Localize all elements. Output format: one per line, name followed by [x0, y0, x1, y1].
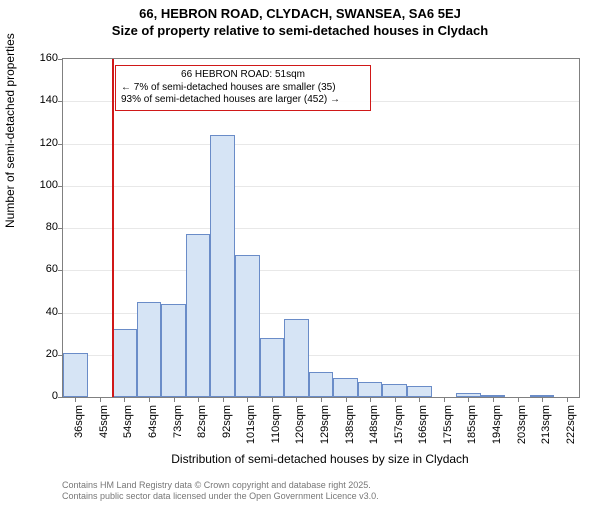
y-tick-label: 120: [18, 137, 58, 149]
x-tick-mark: [468, 397, 469, 402]
x-tick-mark: [223, 397, 224, 402]
x-tick-label: 222sqm: [565, 405, 577, 444]
x-tick-mark: [247, 397, 248, 402]
y-tick-label: 160: [18, 52, 58, 64]
title-line-1: 66, HEBRON ROAD, CLYDACH, SWANSEA, SA6 5…: [0, 6, 600, 21]
x-tick-label: 129sqm: [319, 405, 331, 444]
gridline: [63, 144, 579, 145]
x-tick-label: 203sqm: [516, 405, 528, 444]
histogram-bar: [309, 372, 334, 397]
x-tick-mark: [419, 397, 420, 402]
x-tick-label: 175sqm: [442, 405, 454, 444]
x-tick-mark: [296, 397, 297, 402]
y-tick-label: 100: [18, 179, 58, 191]
histogram-bar: [112, 329, 137, 397]
x-tick-mark: [149, 397, 150, 402]
x-tick-label: 185sqm: [466, 405, 478, 444]
x-tick-label: 157sqm: [393, 405, 405, 444]
x-tick-label: 166sqm: [417, 405, 429, 444]
y-tick-mark: [58, 144, 63, 145]
x-tick-label: 120sqm: [294, 405, 306, 444]
histogram-bar: [333, 378, 358, 397]
y-tick-mark: [58, 186, 63, 187]
histogram-bar: [63, 353, 88, 397]
x-tick-mark: [124, 397, 125, 402]
gridline: [63, 270, 579, 271]
reference-line: [112, 59, 114, 397]
y-tick-mark: [58, 270, 63, 271]
histogram-bar: [260, 338, 285, 397]
y-tick-mark: [58, 59, 63, 60]
x-tick-mark: [493, 397, 494, 402]
footer-line-1: Contains HM Land Registry data © Crown c…: [62, 480, 379, 491]
x-tick-label: 101sqm: [245, 405, 257, 444]
histogram-chart: 66 HEBRON ROAD: 51sqm ← 7% of semi-detac…: [62, 58, 580, 398]
y-tick-mark: [58, 228, 63, 229]
x-tick-label: 73sqm: [172, 405, 184, 438]
x-tick-label: 64sqm: [147, 405, 159, 438]
x-tick-mark: [100, 397, 101, 402]
y-tick-label: 40: [18, 306, 58, 318]
y-tick-label: 0: [18, 390, 58, 402]
y-tick-label: 80: [18, 221, 58, 233]
x-tick-mark: [395, 397, 396, 402]
y-tick-label: 20: [18, 348, 58, 360]
x-tick-label: 110sqm: [270, 405, 282, 443]
histogram-bar: [284, 319, 309, 397]
y-tick-mark: [58, 101, 63, 102]
histogram-bar: [407, 386, 432, 397]
histogram-bar: [358, 382, 383, 397]
x-tick-mark: [370, 397, 371, 402]
footer-line-2: Contains public sector data licensed und…: [62, 491, 379, 502]
x-tick-label: 194sqm: [491, 405, 503, 444]
x-tick-mark: [272, 397, 273, 402]
x-tick-label: 45sqm: [98, 405, 110, 438]
x-tick-label: 92sqm: [221, 405, 233, 438]
y-tick-mark: [58, 397, 63, 398]
x-axis-title: Distribution of semi-detached houses by …: [20, 452, 600, 466]
annotation-box: 66 HEBRON ROAD: 51sqm ← 7% of semi-detac…: [115, 65, 371, 111]
x-tick-label: 82sqm: [196, 405, 208, 438]
y-tick-label: 60: [18, 263, 58, 275]
x-tick-mark: [444, 397, 445, 402]
y-tick-label: 140: [18, 94, 58, 106]
x-tick-mark: [198, 397, 199, 402]
histogram-bar: [137, 302, 162, 397]
x-tick-label: 213sqm: [540, 405, 552, 444]
x-tick-label: 36sqm: [73, 405, 85, 438]
gridline: [63, 186, 579, 187]
y-axis-title: Number of semi-detached properties: [3, 33, 17, 228]
annotation-line-1: 66 HEBRON ROAD: 51sqm: [121, 69, 365, 82]
y-tick-mark: [58, 313, 63, 314]
x-tick-mark: [518, 397, 519, 402]
histogram-bar: [382, 384, 407, 397]
x-tick-mark: [346, 397, 347, 402]
footer-attribution: Contains HM Land Registry data © Crown c…: [62, 480, 379, 503]
annotation-line-2: ← 7% of semi-detached houses are smaller…: [121, 82, 365, 95]
x-tick-label: 54sqm: [122, 405, 134, 438]
x-tick-mark: [174, 397, 175, 402]
x-tick-mark: [75, 397, 76, 402]
x-tick-label: 148sqm: [368, 405, 380, 444]
annotation-line-3: 93% of semi-detached houses are larger (…: [121, 94, 365, 107]
x-tick-label: 138sqm: [344, 405, 356, 444]
title-line-2: Size of property relative to semi-detach…: [0, 23, 600, 38]
histogram-bar: [186, 234, 211, 397]
histogram-bar: [210, 135, 235, 397]
x-tick-mark: [542, 397, 543, 402]
gridline: [63, 228, 579, 229]
histogram-bar: [235, 255, 260, 397]
x-tick-mark: [321, 397, 322, 402]
x-tick-mark: [567, 397, 568, 402]
histogram-bar: [161, 304, 186, 397]
